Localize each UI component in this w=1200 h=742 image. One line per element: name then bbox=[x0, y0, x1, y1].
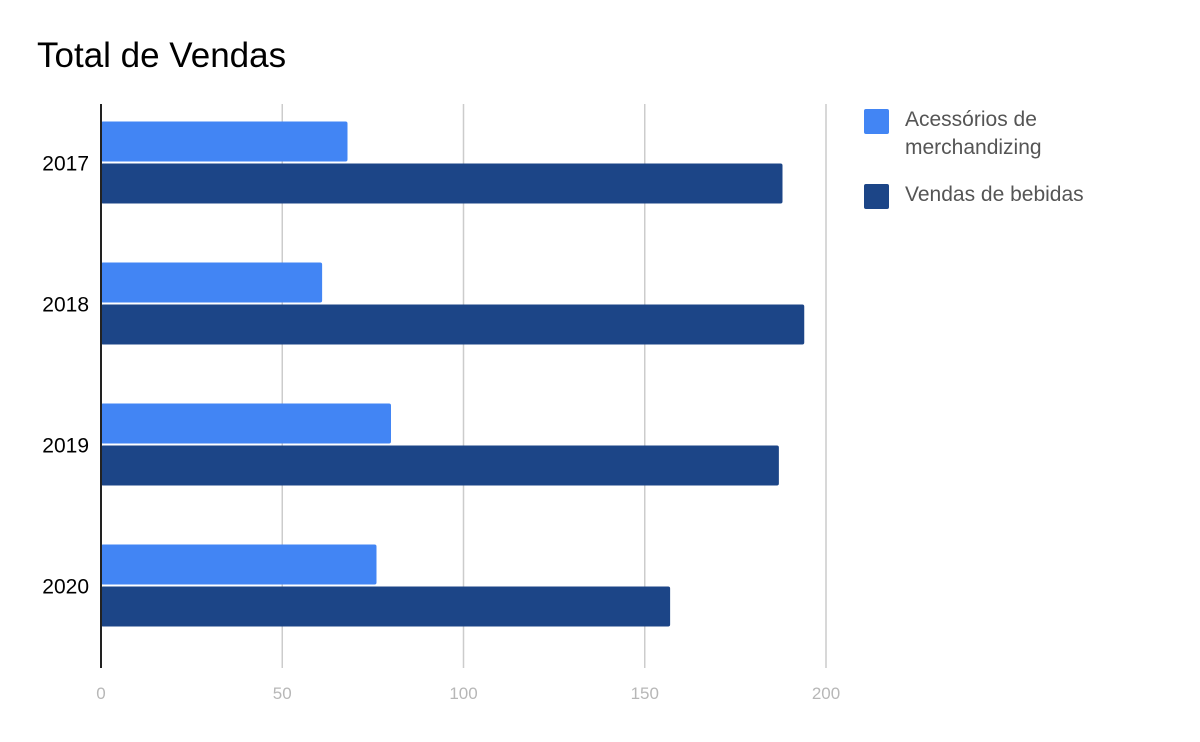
bars bbox=[101, 121, 805, 627]
bar-2019-series-1 bbox=[101, 445, 779, 486]
bar-2020-series-0 bbox=[101, 544, 377, 585]
x-tick-label-100: 100 bbox=[449, 684, 477, 703]
legend-swatch-bebidas bbox=[864, 184, 889, 209]
x-tick-label-50: 50 bbox=[273, 684, 292, 703]
legend: Acessórios de merchandizing Vendas de be… bbox=[864, 106, 1184, 228]
y-tick-label-2020: 2020 bbox=[42, 576, 89, 599]
bar-2018-series-0 bbox=[101, 262, 323, 303]
y-tick-label-2018: 2018 bbox=[42, 294, 89, 317]
bar-2018-series-1 bbox=[101, 304, 805, 345]
y-tick-label-2017: 2017 bbox=[42, 153, 89, 176]
legend-label-bebidas: Vendas de bebidas bbox=[905, 183, 1084, 206]
legend-swatch-merchandizing bbox=[864, 109, 889, 134]
legend-item-merchandizing: Acessórios de merchandizing bbox=[864, 106, 1184, 162]
legend-item-bebidas: Vendas de bebidas bbox=[864, 181, 1184, 209]
x-tick-label-200: 200 bbox=[812, 684, 840, 703]
bar-2017-series-1 bbox=[101, 163, 783, 204]
tick-labels: 0 50 100 150 200 2017 2018 2019 2020 bbox=[42, 153, 840, 704]
y-tick-label-2019: 2019 bbox=[42, 435, 89, 458]
bar-2019-series-0 bbox=[101, 403, 391, 444]
legend-label-merchandizing: Acessórios de merchandizing bbox=[905, 108, 1042, 159]
bar-2017-series-0 bbox=[101, 121, 348, 162]
bar-2020-series-1 bbox=[101, 586, 671, 627]
x-tick-label-150: 150 bbox=[631, 684, 659, 703]
chart-title: Total de Vendas bbox=[37, 36, 287, 75]
x-tick-label-0: 0 bbox=[96, 684, 105, 703]
